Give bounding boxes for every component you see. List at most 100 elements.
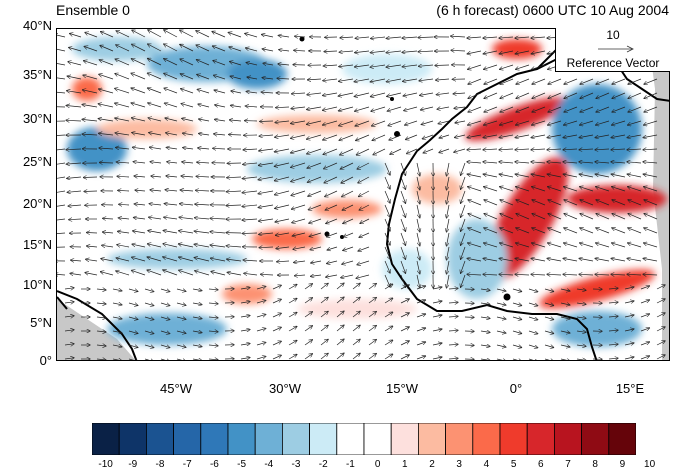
wind-arrow	[500, 200, 514, 206]
wind-arrow	[69, 48, 82, 52]
wind-arrow	[544, 289, 554, 292]
wind-arrow	[309, 218, 322, 223]
wind-arrow	[275, 218, 290, 222]
wind-arrow	[628, 214, 642, 220]
wind-arrow	[213, 148, 226, 149]
wind-arrow	[179, 244, 194, 248]
wind-arrow	[402, 65, 418, 67]
wind-arrow	[461, 260, 466, 273]
wind-arrow	[67, 91, 82, 94]
wind-arrow	[214, 90, 226, 94]
wind-arrow	[499, 174, 514, 178]
wind-arrow	[579, 274, 594, 275]
wind-arrow	[532, 228, 546, 234]
wind-arrow	[532, 187, 546, 192]
wind-arrow	[304, 354, 312, 360]
wind-arrow	[372, 134, 386, 140]
wind-arrow	[132, 257, 146, 262]
colorbar-swatch	[173, 423, 202, 455]
wind-arrow	[57, 77, 66, 80]
wind-arrow	[340, 148, 354, 155]
wind-arrow	[640, 342, 649, 346]
wind-arrow	[499, 162, 514, 163]
wind-arrow	[133, 147, 146, 149]
wind-arrow	[57, 49, 66, 52]
wind-arrow	[548, 200, 562, 206]
wind-arrow	[564, 92, 578, 98]
wind-arrow	[336, 297, 344, 304]
wind-arrow	[341, 274, 354, 278]
wind-arrow	[166, 133, 178, 135]
wind-arrow	[304, 284, 312, 290]
wind-arrow	[176, 289, 186, 291]
wind-arrow	[548, 120, 562, 125]
wind-arrow	[339, 106, 354, 111]
wind-arrow	[628, 243, 642, 248]
wind-arrow	[416, 190, 420, 204]
wind-arrow	[484, 106, 498, 112]
wind-arrow	[262, 49, 274, 51]
wind-arrow	[277, 261, 290, 262]
wind-arrow	[528, 331, 538, 334]
wind-arrow	[628, 92, 642, 98]
wind-arrow	[116, 148, 130, 150]
wind-arrow	[656, 285, 665, 290]
colorbar-tick-label: 6	[538, 459, 544, 470]
wind-arrow	[371, 106, 386, 111]
wind-arrow	[57, 274, 66, 275]
wind-arrow	[160, 303, 170, 306]
wind-arrow	[384, 190, 390, 203]
wind-arrow	[628, 106, 642, 112]
wind-arrow	[70, 273, 82, 275]
wind-arrow	[624, 329, 634, 331]
wind-arrow	[160, 359, 170, 360]
wind-arrow	[352, 311, 360, 318]
wind-arrow	[84, 191, 98, 192]
wind-arrow	[320, 339, 328, 346]
wind-arrow	[164, 59, 178, 66]
wind-arrow	[164, 73, 178, 80]
wind-arrow	[102, 245, 114, 247]
wind-arrow	[128, 303, 138, 305]
wind-arrow	[340, 162, 354, 169]
wind-arrow	[532, 214, 546, 220]
wind-arrow	[57, 162, 66, 165]
wind-arrow	[656, 341, 665, 346]
colorbar-tick-label: 3	[456, 459, 462, 470]
colorbar-swatch	[581, 423, 610, 455]
wind-arrow	[400, 176, 406, 189]
wind-arrow	[468, 243, 482, 248]
wind-arrow	[531, 174, 546, 178]
wind-arrow	[384, 162, 390, 175]
wind-arrow	[246, 48, 258, 52]
wind-arrow	[118, 218, 130, 219]
wind-arrow	[240, 302, 250, 304]
wind-arrow	[480, 303, 490, 304]
wind-arrow	[627, 162, 642, 163]
wind-arrow	[644, 200, 658, 206]
wind-arrow	[57, 232, 66, 235]
wind-arrow	[275, 148, 290, 152]
wind-arrow	[82, 119, 98, 121]
wind-arrow	[419, 65, 434, 66]
wind-arrow	[148, 73, 162, 80]
wind-arrow	[131, 103, 146, 108]
wind-arrow	[512, 303, 522, 306]
wind-arrow	[259, 135, 274, 136]
wind-arrow	[276, 247, 290, 249]
wind-arrow	[163, 257, 178, 262]
wind-arrow	[531, 274, 546, 275]
wind-arrow	[359, 190, 370, 197]
wind-arrow	[128, 331, 138, 333]
wind-arrow	[400, 274, 406, 287]
wind-arrow	[354, 92, 370, 97]
wind-arrow	[499, 50, 514, 54]
wind-arrow	[400, 341, 409, 346]
wind-arrow	[576, 345, 586, 346]
lat-label: 10°N	[22, 277, 52, 292]
wind-arrow	[199, 119, 210, 121]
wind-arrow	[548, 106, 562, 112]
wind-arrow	[336, 339, 344, 346]
wind-arrow	[96, 303, 106, 304]
wind-arrow	[384, 340, 393, 346]
